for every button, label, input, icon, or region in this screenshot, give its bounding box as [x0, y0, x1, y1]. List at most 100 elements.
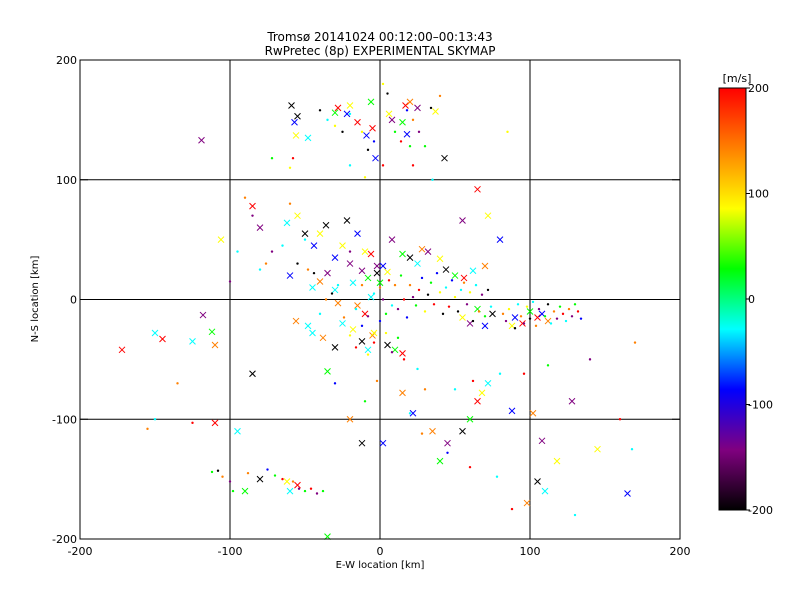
- point-x-stroke: [399, 118, 406, 126]
- point-x-stroke: [442, 266, 450, 273]
- point-x-stroke: [436, 255, 444, 263]
- point-x: [624, 490, 631, 497]
- point-x-stroke: [283, 478, 291, 485]
- point-x: [208, 328, 216, 336]
- point-x: [403, 130, 411, 138]
- point-x: [534, 314, 541, 321]
- point-dot: [423, 310, 427, 313]
- point-x: [508, 407, 516, 415]
- point-dot: [438, 94, 442, 98]
- point-x-stroke: [334, 104, 342, 112]
- colorbar-tick-label: -100: [748, 399, 773, 412]
- point-x-stroke: [211, 341, 219, 349]
- point-x: [234, 427, 241, 435]
- point-x: [399, 250, 406, 258]
- point-dot: [558, 305, 562, 308]
- point-dot: [564, 319, 568, 323]
- point-x: [189, 338, 196, 345]
- point-x-stroke: [331, 344, 339, 351]
- point-dot: [153, 418, 157, 421]
- point-x: [519, 320, 526, 327]
- point-dot: [366, 315, 370, 318]
- point-x-stroke: [519, 320, 526, 327]
- point-dot: [420, 276, 424, 280]
- point-x-stroke: [198, 136, 205, 144]
- point-x-stroke: [189, 338, 196, 345]
- point-dot: [438, 291, 442, 294]
- point-x-stroke: [118, 346, 126, 354]
- point-x-stroke: [534, 478, 541, 485]
- point-dot: [588, 358, 592, 361]
- point-dot: [348, 334, 352, 337]
- point-x-stroke: [385, 110, 393, 118]
- point-x: [441, 154, 448, 162]
- point-x-stroke: [256, 224, 264, 232]
- point-x-stroke: [370, 329, 378, 337]
- point-x: [399, 350, 406, 357]
- point-dot: [273, 474, 277, 477]
- point-x-stroke: [361, 248, 369, 255]
- point-dot: [411, 295, 415, 299]
- point-dot: [291, 480, 295, 483]
- point-dot: [191, 421, 194, 425]
- point-dot: [266, 468, 269, 471]
- point-x: [331, 109, 339, 117]
- point-dot: [321, 489, 325, 493]
- x-tick-label: 100: [520, 545, 541, 558]
- point-x: [372, 154, 379, 162]
- point-dot: [396, 307, 400, 311]
- point-x-stroke: [286, 272, 294, 279]
- point-x-stroke: [256, 475, 264, 483]
- point-x: [354, 302, 361, 309]
- point-dot: [246, 471, 250, 475]
- point-dot: [381, 164, 385, 167]
- point-x: [367, 98, 375, 106]
- point-x-stroke: [508, 322, 516, 330]
- point-x: [256, 475, 264, 483]
- point-x: [301, 230, 309, 237]
- point-x: [288, 102, 295, 109]
- point-x: [364, 274, 372, 282]
- point-x: [151, 329, 159, 337]
- point-dot: [264, 262, 268, 265]
- point-dot: [534, 324, 538, 328]
- point-dot: [390, 304, 394, 307]
- colorbar: [718, 87, 747, 511]
- point-x-stroke: [372, 154, 379, 162]
- point-x-stroke: [379, 262, 387, 270]
- point-dot: [381, 82, 385, 86]
- point-x: [444, 439, 451, 447]
- point-x-stroke: [310, 242, 318, 249]
- point-x: [249, 202, 256, 210]
- point-x-stroke: [403, 130, 411, 138]
- point-x: [354, 118, 361, 126]
- point-dot: [477, 310, 481, 313]
- point-x-stroke: [459, 314, 466, 321]
- point-x: [481, 262, 489, 270]
- point-x-stroke: [484, 379, 492, 387]
- point-x-stroke: [541, 487, 549, 495]
- colorbar-tick-label: 0: [748, 293, 755, 306]
- point-x: [402, 102, 409, 109]
- point-x-stroke: [364, 346, 372, 354]
- point-x-stroke: [384, 268, 391, 276]
- point-dot: [384, 312, 388, 316]
- point-dot: [360, 324, 364, 328]
- point-x: [474, 397, 481, 405]
- point-x-stroke: [459, 427, 466, 435]
- point-x: [310, 242, 318, 249]
- point-x-stroke: [208, 328, 216, 336]
- point-dot: [146, 427, 149, 431]
- point-dot: [441, 312, 445, 316]
- point-dot: [510, 507, 514, 511]
- point-dot: [561, 312, 565, 316]
- point-dot: [386, 92, 389, 95]
- point-dot: [516, 303, 520, 306]
- point-dot: [429, 281, 433, 284]
- point-dot: [498, 372, 502, 375]
- point-dot: [281, 477, 284, 481]
- point-dot: [336, 283, 340, 287]
- point-x-stroke: [414, 260, 421, 267]
- point-dot: [513, 327, 517, 330]
- point-dot: [221, 475, 224, 478]
